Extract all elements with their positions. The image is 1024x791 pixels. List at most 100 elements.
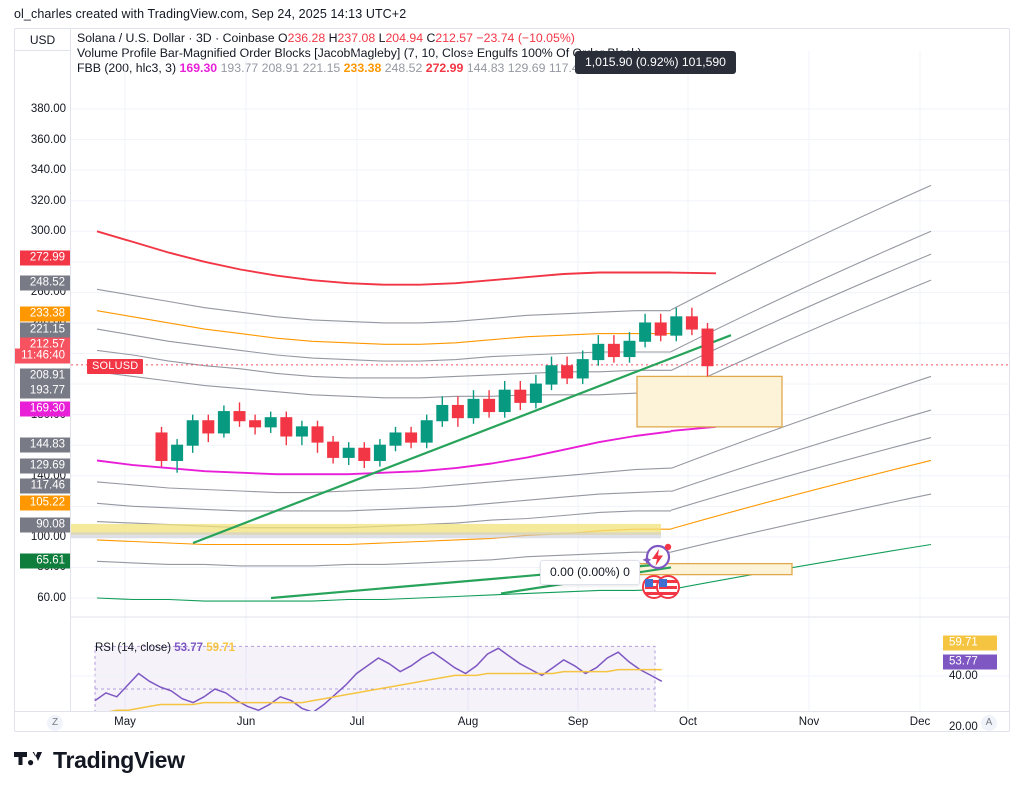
tradingview-wordmark: TradingView [53,747,185,773]
ohlc-change: −23.74 [476,31,515,45]
candlestick [545,356,558,391]
rsi-legend[interactable]: RSI (14, close) 53.77 59.71 [95,642,235,654]
chart-canvas[interactable] [71,51,1010,711]
ohlc-change-pct: (−10.05%) [517,31,575,45]
candlestick [483,390,496,418]
fbb-fan-9 [670,543,932,590]
candlestick [373,439,386,467]
legend-exchange[interactable]: Coinbase [222,31,275,45]
rsi-value-purple: 53.77 [174,642,204,654]
candlestick [342,442,355,466]
time-tick-jun: Jun [236,716,256,728]
us-flag-icon[interactable] [641,574,681,605]
time-tick-aug: Aug [457,716,479,728]
legend-symbol[interactable]: Solana / U.S. Dollar [77,31,185,45]
candlestick [529,374,542,409]
fbb-fan-5 [670,409,932,493]
ohlc-close-label: C [426,31,436,45]
price-badge-105-22[interactable]: 105.22 [20,495,70,511]
time-tick-sep: Sep [567,716,589,728]
price-badge-208-91[interactable]: 208.91 [20,368,70,384]
fbb-fan-8 [670,493,932,553]
attribution-text: ol_charles created with TradingView.com,… [14,7,407,21]
price-badge-90-08[interactable]: 90.08 [20,517,70,533]
fbb-value-8: 129.69 [504,61,546,75]
price-tick-100-00: 100.00 [30,530,66,543]
candlestick [685,307,698,336]
footer-brand: TradingView [14,747,185,774]
candlestick [592,335,605,366]
rsi-badge-value[interactable]: 53.77 [943,654,997,670]
price-badge-193-77[interactable]: 193.77 [20,383,70,399]
candlestick [436,396,449,427]
price-tick-320-00: 320.00 [30,194,66,207]
fbb-value-3: 221.15 [299,61,341,75]
legend-sep-2: · [215,31,220,45]
candlestick [607,335,620,363]
ohlc-low-label: L [378,31,386,45]
price-badge-129-69[interactable]: 129.69 [20,458,70,474]
fbb-fan-6 [670,437,932,511]
time-tick-oct: Oct [679,716,697,728]
fbb-band-0 [96,230,671,286]
price-scale[interactable]: 380.00360.00340.00320.00300.00280.00260.… [15,51,71,711]
fbb-value-0: 169.30 [179,61,218,75]
legend-interval[interactable]: 3D [195,31,212,45]
plot-area[interactable]: SOLUSD 1,015.90 (0.92%) 101,590 0.00 (0.… [71,51,1010,731]
price-badge-169-30[interactable]: 169.30 [20,401,70,417]
price-badge-11-46-40[interactable]: 11:46:40 [15,348,70,364]
price-badge-248-52[interactable]: 248.52 [20,275,70,291]
currency-cell[interactable]: USD [15,29,71,51]
price-badge-233-38[interactable]: 233.38 [20,306,70,322]
fbb-value-6: 272.99 [422,61,464,75]
tradingview-logo-icon [14,751,42,765]
price-tick-300-00: 300.00 [30,225,66,238]
legend-row-symbol[interactable]: Solana / U.S. Dollar · 3D · Coinbase O23… [77,31,982,46]
fbb-band-4 [96,349,671,379]
price-tick-360-00: 360.00 [30,133,66,146]
price-tick-380-00: 380.00 [30,103,66,115]
price-badge-221-15[interactable]: 221.15 [20,322,70,338]
candlestick [280,411,293,446]
rsi-ma-line [108,668,662,711]
rsi-badge-ma[interactable]: 59.71 [943,635,997,651]
candlestick [295,420,308,446]
price-badge-65-61[interactable]: 65.61 [20,553,70,569]
timescale-reset-button[interactable]: Z [47,715,63,731]
fbb-band-3 [96,328,671,362]
rsi-legend-title: RSI (14, close) [95,642,172,654]
candlestick [498,381,511,418]
candlestick [701,322,714,377]
fbb-title[interactable]: FBB (200, hlc3, 3) [77,61,177,75]
time-axis[interactable]: Z A May Jun Jul Aug Sep Oct Nov Dec [15,711,1009,731]
fbb-value-4: 233.38 [340,61,382,75]
legend-row-indicator-orderblocks[interactable]: Volume Profile Bar-Magnified Order Block… [77,46,642,60]
ohlc-open-value: 236.28 [287,31,326,45]
candlestick [467,390,480,424]
pricescale-auto-button[interactable]: A [981,715,997,731]
fbb-value-2: 208.91 [258,61,300,75]
price-badge-272-99[interactable]: 272.99 [20,250,70,266]
lightning-bolt-icon[interactable] [639,542,673,577]
candlestick [389,426,402,452]
volume-profile-band [71,523,661,535]
candlestick [233,402,246,427]
rsi-scale[interactable]: 59.71 53.77 40.00 20.00 [941,51,1009,731]
price-tick-60-00: 60.00 [37,592,66,604]
candlestick [217,405,230,438]
fbb-fan-0 [670,184,932,311]
price-badge-144-83[interactable]: 144.83 [20,437,70,453]
position-tooltip: 0.00 (0.00%) 0 [540,560,640,585]
time-tick-jul: Jul [349,716,365,728]
candlestick [171,439,184,473]
candlestick [327,436,340,464]
order-block-box-upper[interactable] [636,375,783,428]
chart-frame[interactable]: USD Solana / U.S. Dollar · 3D · Coinbase… [14,28,1010,732]
time-tick-dec: Dec [909,716,931,728]
candlestick [670,307,683,342]
price-badge-117-46[interactable]: 117.46 [20,478,70,494]
fbb-band-12 [96,588,672,602]
trendline-green-main [192,334,732,545]
time-tick-may: May [114,716,136,728]
